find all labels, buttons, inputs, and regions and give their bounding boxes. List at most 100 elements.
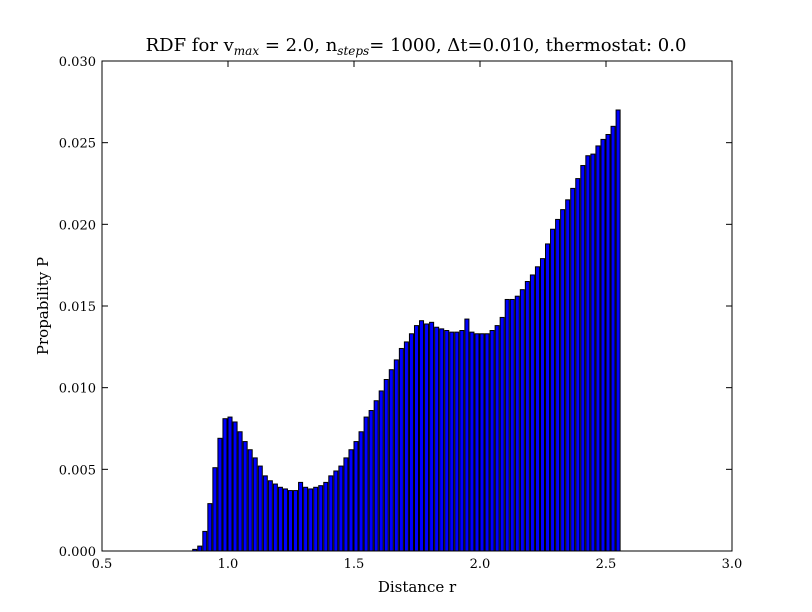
histogram-bar bbox=[610, 125, 616, 552]
histogram-bar bbox=[277, 486, 283, 552]
histogram-bar bbox=[545, 243, 551, 552]
y-axis-label: Propability P bbox=[34, 257, 52, 355]
histogram-bar bbox=[282, 488, 288, 552]
y-tick-label: 0.010 bbox=[59, 382, 96, 397]
histogram-bar bbox=[585, 155, 591, 552]
histogram-bar bbox=[600, 138, 606, 552]
histogram-bar bbox=[272, 483, 278, 552]
histogram-bar bbox=[565, 199, 571, 552]
histogram-bar bbox=[434, 326, 440, 552]
histogram-bar bbox=[303, 486, 309, 552]
histogram-bar bbox=[509, 298, 515, 552]
plot-area-frame bbox=[101, 60, 733, 552]
histogram-bar bbox=[393, 359, 399, 552]
histogram-bar bbox=[444, 330, 450, 552]
histogram-bar bbox=[338, 465, 344, 552]
x-tick-label: 3.0 bbox=[722, 557, 743, 572]
histogram-bar bbox=[479, 333, 485, 552]
histogram-bar bbox=[555, 218, 561, 552]
histogram-bar bbox=[328, 475, 334, 552]
histogram-bar bbox=[534, 266, 540, 552]
histogram-bar bbox=[247, 449, 253, 552]
histogram-bar bbox=[252, 457, 258, 552]
histogram-bar bbox=[560, 209, 566, 552]
histogram-bar bbox=[550, 228, 556, 552]
histogram-bar bbox=[353, 441, 359, 552]
x-axis-label: Distance r bbox=[378, 578, 457, 596]
histogram-bar bbox=[499, 316, 505, 552]
histogram-bar bbox=[424, 323, 430, 552]
histogram-bar bbox=[267, 480, 273, 552]
histogram-bar bbox=[580, 165, 586, 552]
histogram-bar bbox=[237, 431, 243, 552]
histogram-bar bbox=[298, 481, 304, 552]
y-tick-label: 0.000 bbox=[59, 545, 96, 560]
x-tick-label: 0.5 bbox=[92, 557, 113, 572]
histogram-bar bbox=[197, 545, 203, 552]
histogram-bar bbox=[408, 333, 414, 552]
histogram-bar bbox=[308, 488, 314, 552]
histogram-bar bbox=[227, 416, 233, 552]
histogram-bar bbox=[519, 289, 525, 552]
histogram-bar bbox=[287, 490, 294, 552]
histogram-bar bbox=[358, 431, 364, 552]
histogram-bar bbox=[217, 437, 223, 552]
histogram-bar bbox=[570, 187, 576, 552]
y-tick-label: 0.020 bbox=[59, 218, 96, 233]
histogram-bar bbox=[318, 485, 324, 552]
histogram-bar bbox=[388, 369, 394, 552]
histogram-bar bbox=[474, 333, 480, 552]
x-tick-label: 1.5 bbox=[344, 557, 365, 572]
histogram-bar bbox=[242, 441, 248, 552]
histogram-bar bbox=[459, 330, 465, 552]
histogram-bar bbox=[373, 400, 379, 552]
x-tick-label: 2.5 bbox=[596, 557, 617, 572]
histogram-bar bbox=[202, 530, 208, 552]
x-tick-label: 1.0 bbox=[218, 557, 239, 572]
histogram-bar bbox=[439, 328, 445, 552]
ticks-group: 0.5 1.0 1.5 2.0 2.5 3.0 0.000 0.005 0.010 0.015 0.… bbox=[59, 55, 743, 572]
histogram-bar bbox=[403, 341, 409, 552]
histogram-bar bbox=[484, 333, 490, 552]
histogram-bar bbox=[504, 298, 510, 552]
histogram-bar bbox=[293, 490, 299, 552]
histogram-bar bbox=[539, 258, 546, 552]
histogram-bar bbox=[575, 178, 581, 552]
y-tick-label: 0.015 bbox=[59, 300, 96, 315]
histogram-bar bbox=[383, 379, 389, 552]
histogram-bar bbox=[419, 320, 425, 552]
histogram-bar bbox=[207, 503, 213, 552]
histogram-bar bbox=[590, 153, 596, 552]
histogram-bar bbox=[494, 325, 500, 552]
histogram-bar bbox=[368, 410, 374, 552]
histogram-bar bbox=[378, 390, 384, 552]
y-tick-label: 0.005 bbox=[59, 463, 96, 478]
histogram-bar bbox=[313, 486, 319, 552]
histogram-bar bbox=[257, 465, 263, 552]
histogram-bar bbox=[595, 145, 601, 552]
histogram-bar bbox=[429, 321, 435, 552]
histogram-bar bbox=[524, 281, 530, 552]
histogram-bar bbox=[413, 325, 420, 552]
y-tick-label: 0.025 bbox=[59, 137, 96, 152]
histogram-bar bbox=[348, 449, 354, 552]
histogram-bar bbox=[232, 421, 238, 552]
histogram-bar bbox=[529, 274, 535, 552]
histogram-bar bbox=[469, 331, 475, 552]
histogram-bar bbox=[398, 347, 404, 552]
histogram-bar bbox=[222, 418, 228, 552]
histogram-bar bbox=[454, 331, 460, 552]
histogram-bar bbox=[262, 475, 268, 552]
histogram-bar bbox=[605, 134, 611, 552]
histogram-bar bbox=[489, 330, 495, 552]
histogram-bar bbox=[343, 457, 349, 552]
histogram-bar bbox=[333, 470, 339, 552]
x-tick-label: 2.0 bbox=[470, 557, 491, 572]
chart-title: RDF for vmax = 2.0, nsteps= 1000, Δt=0.0… bbox=[146, 35, 687, 58]
histogram-bar bbox=[212, 467, 218, 552]
histogram-bar bbox=[514, 295, 520, 552]
histogram-bar bbox=[449, 331, 455, 552]
histogram-bar bbox=[464, 318, 470, 552]
histogram-bar bbox=[323, 481, 329, 552]
